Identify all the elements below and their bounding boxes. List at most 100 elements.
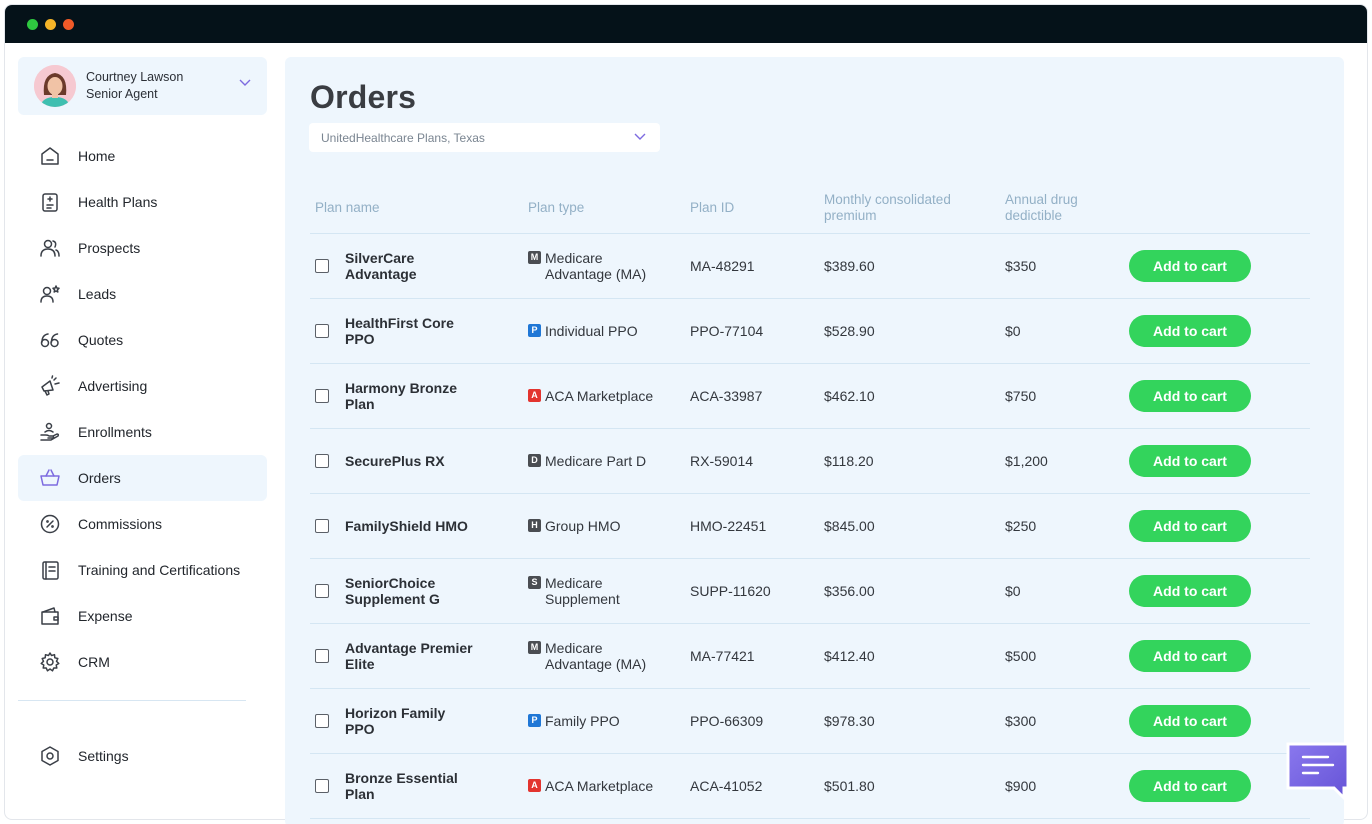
- action-cell: Add to cart: [1124, 623, 1310, 689]
- nav-item-training[interactable]: Training and Certifications: [18, 547, 267, 593]
- header-action: [1124, 183, 1310, 234]
- plan-type-badge: S: [528, 575, 541, 589]
- table-row: FamilyShield HMO H Group HMO HMO-22451 $…: [310, 493, 1310, 559]
- window-maximize-dot[interactable]: [63, 18, 74, 30]
- plan-type-cell: A ACA Marketplace: [523, 363, 685, 429]
- add-to-cart-button[interactable]: Add to cart: [1129, 249, 1251, 282]
- plan-type: Individual PPO: [545, 322, 638, 339]
- action-cell: Add to cart: [1124, 428, 1310, 494]
- plan-name-cell: Harmony Bronze Plan: [310, 363, 523, 429]
- row-checkbox[interactable]: [315, 583, 329, 598]
- plans-table: Plan name Plan type Plan ID Monthly cons…: [310, 183, 1310, 819]
- header-plan-type[interactable]: Plan type: [523, 183, 685, 234]
- plan-type-cell: P Family PPO: [523, 688, 685, 754]
- row-checkbox[interactable]: [315, 323, 329, 338]
- avatar: [34, 65, 76, 107]
- plan-type-cell: S Medicare Supplement: [523, 558, 685, 624]
- add-to-cart-button[interactable]: Add to cart: [1129, 639, 1251, 672]
- nav-label: Home: [78, 148, 116, 164]
- table-row: Horizon Family PPO P Family PPO PPO-6630…: [310, 688, 1310, 754]
- window-minimize-dot[interactable]: [45, 18, 56, 30]
- header-premium[interactable]: Monthly consolidated premium: [819, 183, 1000, 234]
- row-checkbox[interactable]: [315, 258, 329, 273]
- add-to-cart-button[interactable]: Add to cart: [1129, 444, 1251, 477]
- plan-id: PPO-77104: [685, 298, 819, 364]
- nav-item-commissions[interactable]: Commissions: [18, 501, 267, 547]
- plan-type-badge: P: [528, 713, 541, 727]
- crm-icon: [39, 651, 61, 673]
- nav-item-settings[interactable]: Settings: [18, 733, 267, 779]
- window-close-dot[interactable]: [27, 18, 38, 30]
- nav-label: Advertising: [78, 378, 148, 394]
- page-title: Orders: [310, 79, 417, 115]
- nav-item-prospects[interactable]: Prospects: [18, 225, 267, 271]
- annual-deductible: $500: [1000, 623, 1124, 689]
- plan-name: Horizon Family PPO: [345, 704, 446, 737]
- plan-type: ACA Marketplace: [545, 387, 654, 404]
- plan-id: ACA-33987: [685, 363, 819, 429]
- header-plan-name[interactable]: Plan name: [310, 183, 523, 234]
- plan-type: Medicare Supplement: [545, 574, 620, 607]
- nav-item-quotes[interactable]: Quotes: [18, 317, 267, 363]
- book-icon: [39, 559, 61, 581]
- add-to-cart-button[interactable]: Add to cart: [1129, 704, 1251, 737]
- plan-filter-select[interactable]: UnitedHealthcare Plans, Texas: [309, 123, 660, 152]
- plan-type: ACA Marketplace: [545, 777, 654, 794]
- add-to-cart-button[interactable]: Add to cart: [1129, 379, 1251, 412]
- annual-deductible: $1,200: [1000, 428, 1124, 494]
- profile-card[interactable]: Courtney Lawson Senior Agent: [18, 57, 267, 115]
- sidebar: Courtney Lawson Senior Agent Home Health…: [18, 57, 267, 797]
- annual-deductible: $0: [1000, 558, 1124, 624]
- plan-name: Bronze Essential Plan: [345, 769, 458, 802]
- plan-type-badge: M: [528, 640, 541, 654]
- nav-label: Prospects: [78, 240, 141, 256]
- annual-deductible: $300: [1000, 688, 1124, 754]
- row-checkbox[interactable]: [315, 388, 329, 403]
- nav-item-leads[interactable]: Leads: [18, 271, 267, 317]
- monthly-premium: $501.80: [819, 753, 1000, 819]
- plan-type: Medicare Advantage (MA): [545, 249, 647, 282]
- nav-item-home[interactable]: Home: [18, 133, 267, 179]
- add-to-cart-button[interactable]: Add to cart: [1129, 314, 1251, 347]
- nav-item-crm[interactable]: CRM: [18, 639, 267, 685]
- header-plan-id[interactable]: Plan ID: [685, 183, 819, 234]
- row-checkbox[interactable]: [315, 778, 329, 793]
- leads-icon: [39, 283, 61, 305]
- add-to-cart-button[interactable]: Add to cart: [1129, 574, 1251, 607]
- nav-item-expense[interactable]: Expense: [18, 593, 267, 639]
- nav-label: CRM: [78, 654, 110, 670]
- main-content: Orders UnitedHealthcare Plans, Texas Pla…: [285, 57, 1344, 824]
- add-to-cart-button[interactable]: Add to cart: [1129, 769, 1251, 802]
- row-checkbox[interactable]: [315, 713, 329, 728]
- plan-type: Medicare Part D: [545, 452, 647, 469]
- plan-id: MA-48291: [685, 233, 819, 299]
- table-row: SilverCare Advantage M Medicare Advantag…: [310, 233, 1310, 299]
- chat-button[interactable]: [1286, 742, 1350, 802]
- nav-item-advertising[interactable]: Advertising: [18, 363, 267, 409]
- row-checkbox[interactable]: [315, 453, 329, 468]
- header-deductible[interactable]: Annual drug dedictible: [1000, 183, 1124, 234]
- nav-label: Training and Certifications: [78, 562, 241, 578]
- nav-label: Settings: [78, 748, 129, 764]
- add-to-cart-button[interactable]: Add to cart: [1129, 509, 1251, 542]
- plan-name-cell: FamilyShield HMO: [310, 493, 523, 559]
- chevron-down-icon[interactable]: [239, 79, 251, 87]
- plan-type-cell: P Individual PPO: [523, 298, 685, 364]
- nav-item-health-plans[interactable]: Health Plans: [18, 179, 267, 225]
- annual-deductible: $0: [1000, 298, 1124, 364]
- nav-item-orders[interactable]: Orders: [18, 455, 267, 501]
- row-checkbox[interactable]: [315, 518, 329, 533]
- enrollments-icon: [39, 421, 61, 443]
- nav-label: Commissions: [78, 516, 163, 532]
- prospects-icon: [39, 237, 61, 259]
- commissions-icon: [39, 513, 61, 535]
- nav-item-enrollments[interactable]: Enrollments: [18, 409, 267, 455]
- plan-type-badge: D: [528, 453, 541, 467]
- plan-id: HMO-22451: [685, 493, 819, 559]
- plan-name-cell: Bronze Essential Plan: [310, 753, 523, 819]
- chevron-down-icon: [634, 133, 646, 140]
- plan-name: SilverCare Advantage: [345, 249, 417, 282]
- main-nav: Home Health Plans Prospects Leads Quotes…: [18, 133, 267, 685]
- row-checkbox[interactable]: [315, 648, 329, 663]
- plan-id: ACA-41052: [685, 753, 819, 819]
